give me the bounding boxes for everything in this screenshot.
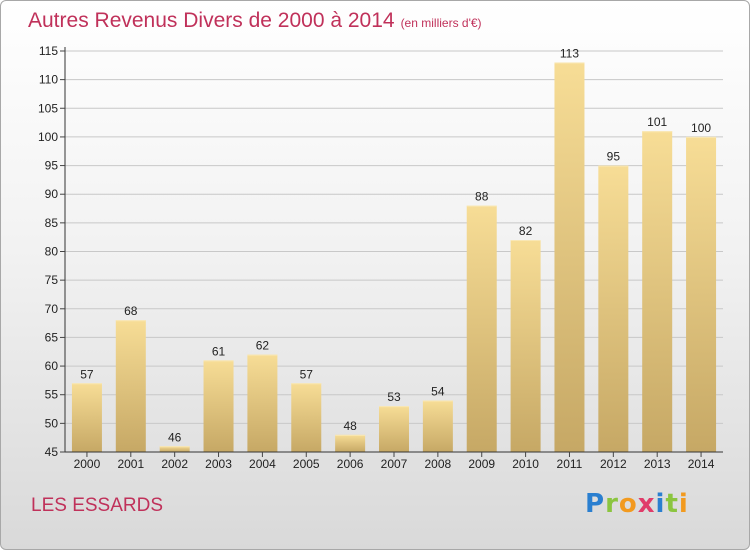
data-label: 82 xyxy=(519,224,533,238)
y-tick-label: 85 xyxy=(45,216,59,230)
x-tick-label: 2014 xyxy=(688,457,715,471)
bar xyxy=(115,320,146,452)
y-tick-label: 100 xyxy=(38,130,58,144)
bar xyxy=(598,165,629,453)
data-label: 53 xyxy=(387,390,401,404)
data-label: 100 xyxy=(691,121,711,135)
bar xyxy=(203,360,234,452)
bar xyxy=(510,240,541,452)
data-label: 62 xyxy=(256,339,270,353)
data-label: 57 xyxy=(80,367,94,381)
y-tick-label: 50 xyxy=(45,416,59,430)
chart-unit: (en milliers d'€) xyxy=(400,16,482,30)
y-tick-label: 75 xyxy=(45,273,59,287)
proxiti-logo: Proxiti xyxy=(585,489,689,519)
logo-letter: r xyxy=(605,489,619,519)
x-tick-label: 2009 xyxy=(468,457,495,471)
x-tick-label: 2010 xyxy=(512,457,539,471)
city-name: LES ESSARDS xyxy=(31,495,163,516)
y-tick-label: 70 xyxy=(45,302,59,316)
data-label: 61 xyxy=(212,344,226,358)
bar xyxy=(247,354,278,452)
y-tick-label: 60 xyxy=(45,359,59,373)
bar xyxy=(379,406,409,452)
x-tick-label: 2011 xyxy=(557,457,583,471)
logo-letter: i xyxy=(655,489,666,519)
y-tick-label: 45 xyxy=(45,445,59,459)
y-axis-ticks: 45 50 55 60 65 70 75 80 85 90 95 100 105 110 115 xyxy=(38,44,65,459)
data-label: 48 xyxy=(343,419,357,433)
data-label: 113 xyxy=(560,46,579,60)
logo-letter: i xyxy=(678,489,689,519)
y-tick-label: 55 xyxy=(45,388,59,402)
logo-letter: t xyxy=(665,489,679,519)
chart-title: Autres Revenus Divers de 2000 à 2014 (en … xyxy=(28,9,482,33)
bar xyxy=(642,131,673,452)
y-tick-label: 115 xyxy=(39,44,58,58)
y-tick-label: 105 xyxy=(38,101,58,115)
data-label: 68 xyxy=(124,304,138,318)
bar xyxy=(422,400,453,452)
data-label: 54 xyxy=(431,384,445,398)
x-tick-label: 2013 xyxy=(644,457,671,471)
y-tick-label: 80 xyxy=(45,245,59,259)
logo-letter: o xyxy=(618,489,638,519)
data-label: 95 xyxy=(607,150,621,164)
data-label: 88 xyxy=(475,190,489,204)
chart-title-text: Autres Revenus Divers de 2000 à 2014 xyxy=(28,9,395,32)
y-tick-label: 65 xyxy=(45,330,59,344)
x-tick-label: 2008 xyxy=(425,457,452,471)
y-tick-label: 95 xyxy=(45,159,59,173)
x-tick-label: 2004 xyxy=(249,457,276,471)
x-tick-label: 2012 xyxy=(600,457,627,471)
x-tick-label: 2000 xyxy=(74,457,101,471)
x-tick-label: 2001 xyxy=(117,457,144,471)
data-labels: 57 68 46 61 62 57 48 53 54 88 82 113 95 101 100 xyxy=(80,46,711,444)
data-label: 101 xyxy=(647,115,667,129)
bars xyxy=(71,62,717,453)
x-tick-label: 2002 xyxy=(161,457,188,471)
x-tick-label: 2003 xyxy=(205,457,232,471)
data-label: 46 xyxy=(168,430,182,444)
y-tick-label: 110 xyxy=(39,73,58,87)
x-axis-ticks: 2000 2001 2002 2003 2004 2005 2006 2007 2008 2009… xyxy=(74,452,715,471)
logo-letter: x xyxy=(637,489,656,519)
bar xyxy=(71,383,102,452)
data-label: 57 xyxy=(300,367,314,381)
logo-letter: P xyxy=(585,489,606,519)
bar xyxy=(159,446,190,452)
bar xyxy=(466,205,497,452)
y-tick-label: 90 xyxy=(45,187,59,201)
x-tick-label: 2005 xyxy=(293,457,320,471)
bar xyxy=(291,383,322,452)
bar xyxy=(554,62,585,452)
bar xyxy=(686,136,717,452)
x-tick-label: 2007 xyxy=(381,457,408,471)
x-tick-label: 2006 xyxy=(337,457,364,471)
bar xyxy=(335,434,366,452)
